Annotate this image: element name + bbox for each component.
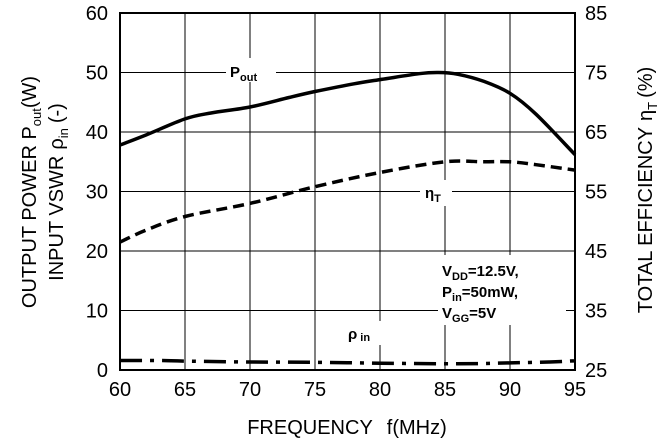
y-left-title2-symbol: ρ xyxy=(46,138,68,149)
cond2-main: P xyxy=(442,284,452,301)
pout-label-sub: out xyxy=(240,72,257,84)
y-right-tick-label: 85 xyxy=(585,3,607,25)
x-axis-title: FREQUENCY f(MHz) xyxy=(247,417,447,439)
y-right-title-main: TOTAL EFFICIENCY xyxy=(635,127,657,313)
rho-in-line xyxy=(119,358,576,366)
eta-label-main: η xyxy=(425,185,434,202)
x-tick-label: 85 xyxy=(434,379,456,401)
y-left-tick-label: 20 xyxy=(86,241,108,263)
eta-series-label: ηT xyxy=(425,185,441,205)
pout-label-main: P xyxy=(230,64,240,81)
x-axis-title-main: FREQUENCY xyxy=(247,417,373,439)
y-right-title-unit: (%) xyxy=(635,67,657,98)
y-left-title1-main: OUTPUT POWER P xyxy=(19,126,41,308)
pout-series-label: Pout xyxy=(230,64,257,84)
y-right-tick-label: 25 xyxy=(585,360,607,382)
y-left-axis-title-line1: OUTPUT POWER Pout(W) xyxy=(19,76,44,308)
cond3-rest: =5V xyxy=(469,305,496,322)
y-left-title2-unit: (-) xyxy=(46,103,68,123)
cond3-main: V xyxy=(442,305,452,322)
y-left-title1-sub: out xyxy=(29,108,44,126)
conditions-line-1: VDD=12.5V, xyxy=(442,263,519,283)
rho-label-sub: in xyxy=(360,332,370,344)
y-left-title1-unit: (W) xyxy=(19,76,41,108)
x-tick-label: 75 xyxy=(304,379,326,401)
y-left-tick-label: 0 xyxy=(97,360,108,382)
x-tick-label: 60 xyxy=(109,379,131,401)
conditions-bg xyxy=(438,255,566,325)
rho-series-label: ρ in xyxy=(348,326,370,344)
pout-label-bg xyxy=(226,58,276,82)
eta-t-line xyxy=(119,159,576,244)
cond2-sub: in xyxy=(452,292,462,304)
y-right-tick-label: 75 xyxy=(585,63,607,85)
conditions-line-2: Pin=50mW, xyxy=(442,284,518,304)
eta-label-sub: T xyxy=(434,193,441,205)
y-right-axis-title: TOTAL EFFICIENCY ηT (%) xyxy=(635,67,660,314)
x-tick-label: 95 xyxy=(564,379,586,401)
y-left-title2-sub: in xyxy=(56,128,71,138)
pout-line xyxy=(119,70,577,156)
y-left-tick-label: 40 xyxy=(86,122,108,144)
eta-label-bg xyxy=(420,180,452,206)
y-left-tick-label: 60 xyxy=(86,3,108,25)
y-left-title2-main: INPUT VSWR xyxy=(46,156,68,281)
cond1-rest: =12.5V, xyxy=(468,263,519,280)
x-axis-title-symbol: f(MHz) xyxy=(387,417,447,439)
tick-labels: 60 65 70 75 80 85 90 95 0 10 20 30 40 50 60 25 35 45 55 65 7… xyxy=(86,3,608,401)
y-right-tick-label: 35 xyxy=(585,301,607,323)
y-right-tick-label: 45 xyxy=(585,241,607,263)
y-right-tick-label: 55 xyxy=(585,182,607,204)
plot-frame xyxy=(119,12,576,371)
rho-label-bg xyxy=(344,321,382,345)
x-tick-label: 65 xyxy=(174,379,196,401)
cond1-main: V xyxy=(442,263,452,280)
rho-label-main: ρ xyxy=(348,326,357,343)
y-right-title-symbol: η xyxy=(635,110,657,121)
cond2-rest: =50mW, xyxy=(462,284,518,301)
y-right-tick-label: 65 xyxy=(585,122,607,144)
series-lines xyxy=(119,70,577,366)
cond1-sub: DD xyxy=(452,271,468,283)
x-tick-label: 80 xyxy=(369,379,391,401)
x-tick-label: 90 xyxy=(499,379,521,401)
y-left-axis-title-line2: INPUT VSWR ρin (-) xyxy=(46,103,71,281)
y-left-tick-label: 30 xyxy=(86,182,108,204)
y-left-tick-label: 50 xyxy=(86,63,108,85)
x-tick-label: 70 xyxy=(239,379,261,401)
conditions-line-3: VGG=5V xyxy=(442,305,496,325)
y-left-tick-label: 10 xyxy=(86,301,108,323)
y-right-title-sub: T xyxy=(645,102,660,110)
cond3-sub: GG xyxy=(452,313,469,325)
